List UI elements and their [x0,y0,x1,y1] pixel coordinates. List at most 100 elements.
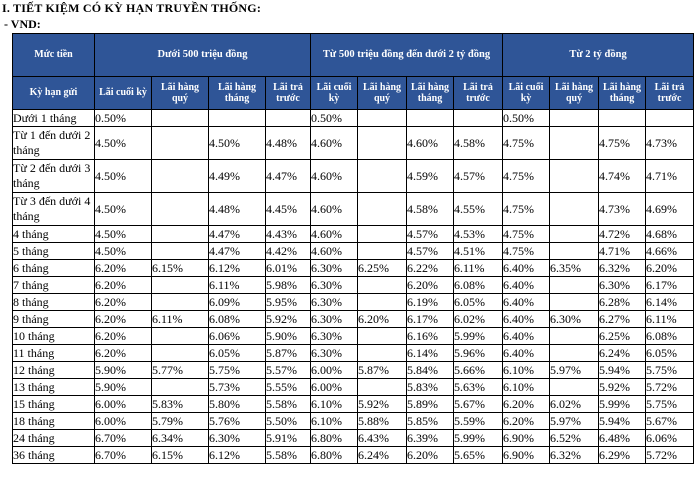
rate-cell: 5.84% [406,361,454,379]
rate-cell: 4.47% [208,225,266,243]
rate-cell [549,126,600,160]
rate-cell: 4.53% [452,225,504,243]
rate-cell [549,159,600,193]
rate-cell: 6.01% [265,259,311,277]
rate-cell: 4.71% [645,159,695,193]
rate-cell: 6.70% [94,446,152,464]
rate-cell: 4.50% [94,126,152,160]
rate-cell: 4.50% [94,192,152,226]
table-row: 11 tháng 6.20% 6.05% 5.87% 6.30% 6.14% 5.96% 6.… [12,344,695,362]
term-cell: 18 tháng [12,412,95,430]
band-header: Từ 2 tỷ đồng [502,33,695,77]
rate-cell: 6.11% [452,259,504,277]
table-row: Từ 3 đến dưới 4 tháng 4.50% 4.48% 4.45% 4.60… [12,192,695,226]
rate-cell: 4.58% [452,126,504,160]
rate-cell: 4.69% [645,192,695,226]
rate-cell: 4.42% [265,242,311,260]
subcolumn-header: Lãi cuối kỳ [94,76,152,110]
rate-cell: 5.90% [94,361,152,379]
rate-cell: 6.20% [94,276,152,294]
subcolumn-header: Lãi hàng quý [151,76,209,110]
subcolumn-header: Lãi cuối kỳ [502,76,551,110]
rate-cell: 6.09% [208,293,266,311]
rate-cell: 4.60% [310,126,358,160]
rate-cell: 4.59% [406,159,454,193]
rate-cell: 4.75% [598,126,647,160]
rate-cell: 6.02% [452,310,504,328]
rate-cell: 5.67% [645,412,695,430]
rate-cell: 6.30% [310,310,358,328]
rate-cell: 6.15% [151,259,209,277]
rate-cell: 4.60% [310,159,358,193]
term-cell: 13 tháng [12,378,95,396]
rate-cell: 6.10% [310,395,358,413]
rate-cell: 4.60% [310,225,358,243]
rate-cell: 6.12% [208,446,266,464]
table-row: 12 tháng 5.90% 5.77% 5.75% 5.57% 6.00% 5.87% 5.… [12,361,695,379]
rate-cell: 6.20% [645,259,695,277]
rate-cell: 6.19% [406,293,454,311]
term-cell: 12 tháng [12,361,95,379]
rate-cell: 6.20% [94,293,152,311]
rate-cell [549,293,600,311]
rate-cell: 6.08% [208,310,266,328]
rate-cell: 4.51% [452,242,504,260]
rate-cell: 6.70% [94,429,152,447]
rate-cell: 4.75% [502,225,551,243]
rate-cell: 6.17% [406,310,454,328]
rate-cell [208,109,266,127]
rate-cell: 6.10% [310,412,358,430]
rate-cell: 6.06% [645,429,695,447]
rate-cell: 6.30% [310,259,358,277]
rate-cell: 5.80% [208,395,266,413]
rate-cell: 5.97% [549,361,600,379]
rate-cell: 6.20% [94,310,152,328]
rate-cell: 6.11% [208,276,266,294]
rate-cell: 6.40% [502,327,551,345]
table-row: 13 tháng 5.90% 5.73% 5.55% 6.00% 5.83% 5.63% 6.… [12,378,695,396]
rate-cell [549,242,600,260]
rate-cell: 6.30% [549,310,600,328]
rate-cell: 4.48% [208,192,266,226]
rate-cell: 4.68% [645,225,695,243]
table-row: 36 tháng 6.70% 6.15% 6.12% 5.58% 6.80% 6.24% 6.… [12,446,695,464]
rate-cell [452,109,504,127]
rate-cell [151,378,209,396]
rate-cell [645,109,695,127]
rate-cell: 6.20% [94,327,152,345]
term-cell: 36 tháng [12,446,95,464]
rate-cell: 5.94% [598,412,647,430]
table-row: 9 tháng 6.20% 6.11% 6.08% 5.92% 6.30% 6.20% 6.1… [12,310,695,328]
band-header: Dưới 500 triệu đồng [94,33,311,77]
rate-cell: 4.57% [406,242,454,260]
rate-cell: 4.45% [265,192,311,226]
rate-cell [357,126,407,160]
rate-cell: 6.90% [502,429,551,447]
rate-cell: 6.17% [645,276,695,294]
rate-cell: 6.30% [310,344,358,362]
rate-cell [598,109,647,127]
rate-cell [357,293,407,311]
rate-cell: 6.24% [598,344,647,362]
term-cell: Dưới 1 tháng [12,109,95,127]
rate-cell: 5.75% [208,361,266,379]
rate-cell: 4.58% [406,192,454,226]
rate-cell [151,242,209,260]
rate-cell: 4.72% [598,225,647,243]
rate-cell: 6.20% [502,395,551,413]
rate-cell [357,159,407,193]
rate-cell: 5.59% [452,412,504,430]
rate-cell: 6.10% [502,361,551,379]
rate-cell: 0.50% [94,109,152,127]
rate-cell: 6.80% [310,446,358,464]
rate-cell: 6.40% [502,310,551,328]
rate-cell [357,378,407,396]
term-cell: 4 tháng [12,225,95,243]
rate-cell: 4.75% [502,159,551,193]
rate-cell: 4.50% [208,126,266,160]
rate-cell: 6.35% [549,259,600,277]
subcolumn-header: Lãi hàng tháng [406,76,454,110]
rate-cell: 5.72% [645,446,695,464]
table-row: Dưới 1 tháng 0.50% 0.50% 0.50% [12,109,695,127]
rate-cell: 6.20% [94,344,152,362]
